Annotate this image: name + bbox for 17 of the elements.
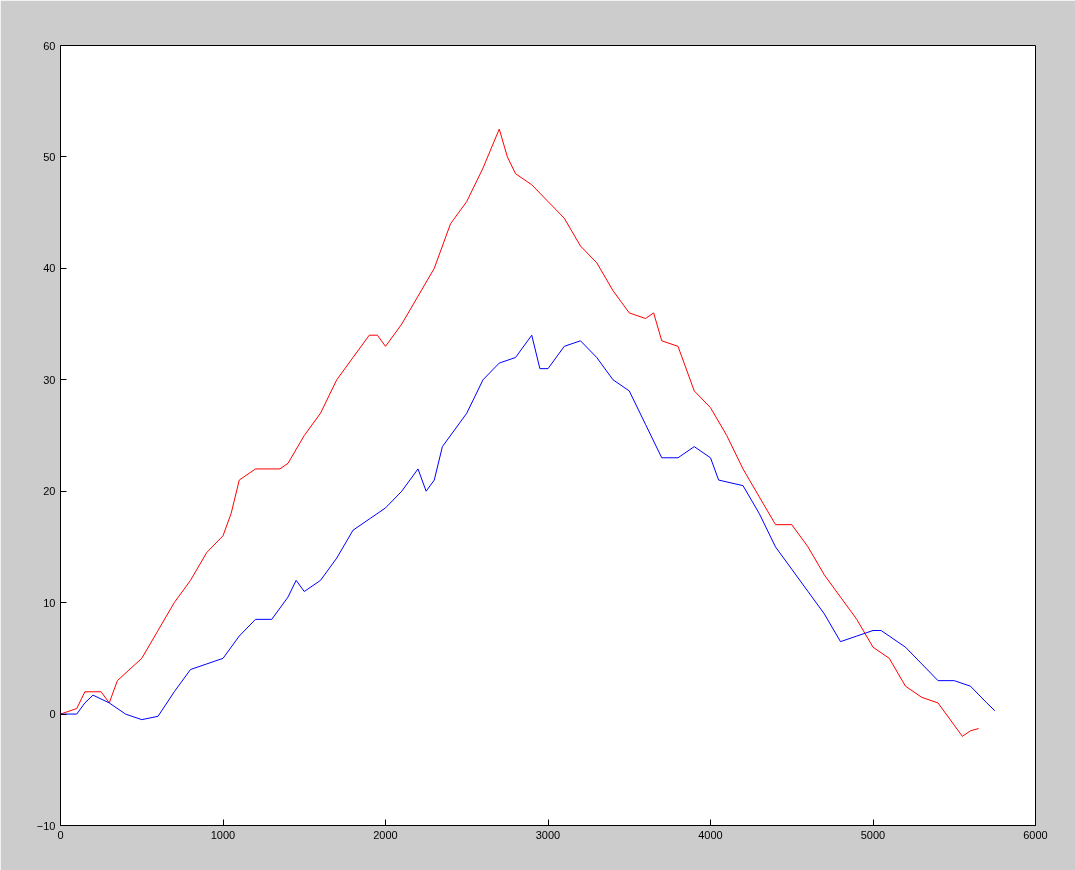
- x-tick-label: 3000: [535, 828, 561, 841]
- y-tick-label: 0: [49, 708, 56, 721]
- y-tick-label: 30: [43, 373, 56, 386]
- y-tick-label: 50: [43, 150, 56, 163]
- x-tick-label: 1000: [210, 828, 236, 841]
- line-series: [60, 334, 996, 721]
- y-tick-label: 40: [43, 262, 56, 275]
- x-tick-label: 2000: [373, 828, 398, 841]
- x-tick-label: 5000: [860, 828, 886, 841]
- y-tick-label: 10: [43, 596, 56, 609]
- x-tick-label: 4000: [698, 828, 723, 841]
- line-series: [60, 128, 980, 737]
- y-tick-label: −10: [36, 819, 56, 832]
- x-tick-label: 6000: [1023, 828, 1048, 841]
- y-tick-label: 20: [43, 485, 56, 498]
- y-tick-label: 60: [43, 39, 56, 52]
- x-tick-label: 0: [57, 828, 64, 841]
